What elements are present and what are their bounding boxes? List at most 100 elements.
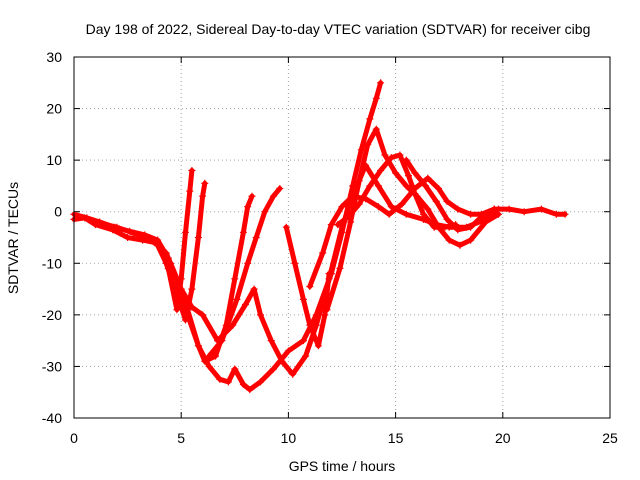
data-point xyxy=(372,125,380,133)
data-point xyxy=(164,264,172,272)
data-point xyxy=(267,337,275,345)
data-point xyxy=(467,236,475,244)
data-point xyxy=(364,141,372,149)
y-tick-label: -40 xyxy=(42,410,62,426)
data-point xyxy=(374,203,382,211)
plot-frame xyxy=(73,56,611,419)
x-tick-label: 0 xyxy=(70,430,78,446)
data-point xyxy=(374,182,382,190)
data-point xyxy=(402,156,410,164)
data-point xyxy=(252,234,260,241)
data-point xyxy=(250,285,258,293)
data-point xyxy=(355,177,363,185)
data-point xyxy=(336,264,344,272)
series-pass-10 xyxy=(306,174,498,290)
data-point xyxy=(355,200,363,208)
data-point xyxy=(248,192,256,200)
data-point xyxy=(143,234,151,241)
x-tick-label: 15 xyxy=(388,430,404,446)
data-point xyxy=(239,381,247,388)
data-point xyxy=(282,223,290,231)
data-point xyxy=(91,218,99,226)
data-point xyxy=(188,285,196,293)
data-point xyxy=(402,210,410,218)
data-point xyxy=(261,208,269,216)
data-point xyxy=(435,185,442,192)
data-point xyxy=(338,203,346,211)
data-point xyxy=(233,295,241,303)
data-point xyxy=(314,342,322,350)
data-point xyxy=(443,197,451,205)
data-point xyxy=(377,79,385,87)
data-point xyxy=(289,370,297,378)
tick-labels: 0 5 10 15 20 25 -40 -30 -20 -10 0 10 20 30 xyxy=(42,49,618,446)
data-point xyxy=(306,283,314,290)
data-point xyxy=(445,236,453,244)
data-point xyxy=(441,223,449,231)
data-point xyxy=(552,210,560,218)
data-point xyxy=(205,352,213,360)
data-point xyxy=(323,306,331,314)
series-pass-7 xyxy=(282,223,333,350)
data-point xyxy=(338,223,346,231)
data-point xyxy=(537,205,545,213)
data-point xyxy=(302,352,310,360)
data-point xyxy=(201,179,209,187)
data-point xyxy=(244,259,252,267)
y-axis-label: SDTVAR / TECUs xyxy=(5,182,21,294)
data-point xyxy=(349,192,357,200)
data-point xyxy=(561,210,569,218)
data-point xyxy=(398,200,406,208)
data-point xyxy=(432,197,440,205)
data-point xyxy=(387,203,395,211)
data-point xyxy=(194,234,202,241)
y-tick-label: -20 xyxy=(42,307,62,323)
x-tick-label: 25 xyxy=(602,430,618,446)
data-point xyxy=(244,203,252,211)
data-point xyxy=(443,215,451,223)
series-pass-1 xyxy=(70,79,385,394)
y-tick-label: 20 xyxy=(46,101,62,117)
data-point xyxy=(366,115,374,123)
data-point xyxy=(411,185,419,192)
data-point xyxy=(231,275,239,283)
data-point xyxy=(156,244,164,252)
data-point xyxy=(520,208,528,216)
series-pass-11 xyxy=(402,156,569,234)
y-tick-label: 0 xyxy=(54,204,62,220)
data-point xyxy=(276,185,284,192)
data-point xyxy=(424,205,432,213)
data-point xyxy=(216,375,224,383)
data-point xyxy=(113,223,121,231)
data-point xyxy=(199,311,207,319)
data-point xyxy=(186,187,194,195)
data-point xyxy=(173,306,181,314)
data-point xyxy=(454,205,462,213)
series-line xyxy=(324,126,501,313)
x-tick-label: 5 xyxy=(177,430,185,446)
data-point xyxy=(477,213,485,221)
data-point xyxy=(430,223,438,231)
data-point xyxy=(411,169,419,177)
data-point xyxy=(495,210,502,218)
data-point xyxy=(246,386,254,394)
data-point xyxy=(362,195,370,203)
data-point xyxy=(357,146,365,154)
y-tick-label: 30 xyxy=(46,49,62,65)
data-point xyxy=(291,259,299,267)
data-point xyxy=(201,357,209,365)
series-line xyxy=(92,162,501,377)
data-point xyxy=(182,316,189,324)
data-point xyxy=(505,205,513,213)
data-point xyxy=(269,192,277,200)
data-point xyxy=(269,365,277,373)
data-point xyxy=(224,378,232,386)
data-point xyxy=(347,218,355,226)
data-point xyxy=(396,151,404,159)
x-tick-label: 10 xyxy=(281,430,297,446)
data-point xyxy=(83,214,91,222)
data-point xyxy=(319,249,327,257)
data-point xyxy=(257,378,264,386)
data-point xyxy=(306,321,314,329)
